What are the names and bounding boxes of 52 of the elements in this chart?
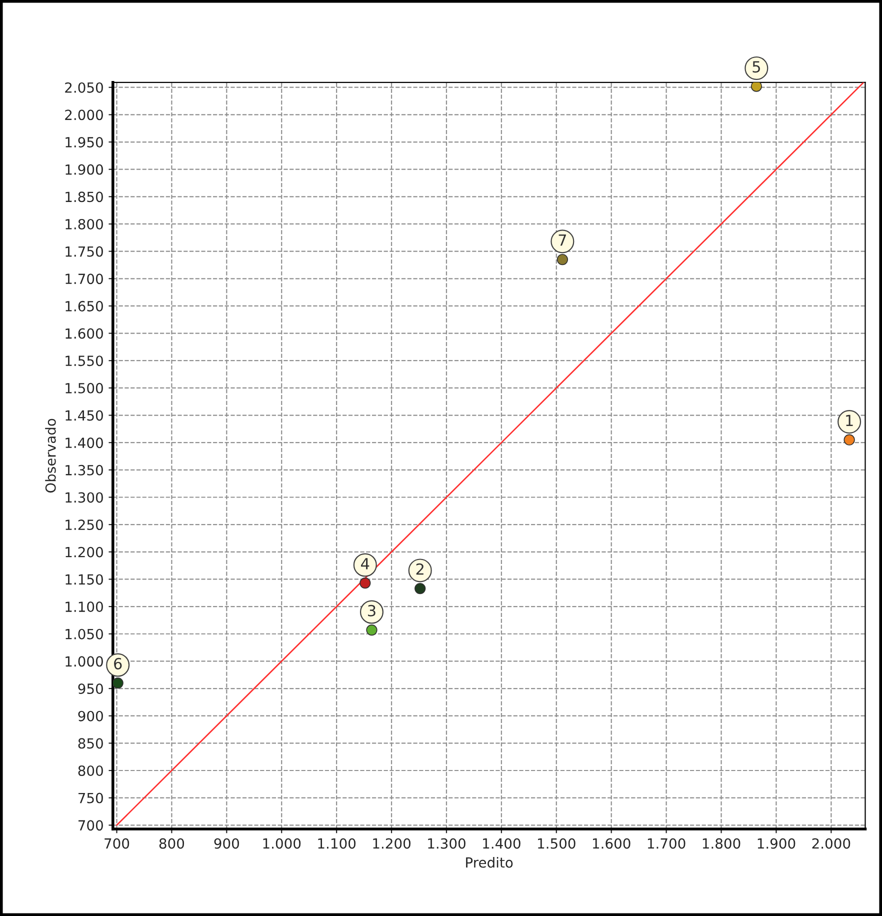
- y-tick-label: 1.650: [66, 300, 103, 312]
- y-tick-label: 900: [78, 710, 103, 722]
- y-tick-label: 950: [78, 683, 103, 694]
- y-tick-label: 1.050: [66, 628, 103, 640]
- y-tick-label: 800: [78, 765, 103, 776]
- y-tick-label: 750: [78, 792, 103, 804]
- annotation: 4: [361, 558, 370, 570]
- x-tick-label: 800: [159, 838, 184, 849]
- point: [750, 82, 762, 92]
- x-tick-label: 2.000: [812, 838, 850, 849]
- x-tick-label: 1.700: [648, 838, 686, 849]
- y-tick-label: 1.950: [66, 136, 103, 148]
- x-tick-label: 1.400: [483, 838, 520, 849]
- y-tick-label: 1.700: [66, 274, 103, 284]
- y-tick-label: 1.150: [66, 574, 103, 585]
- y-tick-label: 1.200: [66, 546, 103, 558]
- annotation: 3: [368, 604, 376, 616]
- y-tick-label: 1.750: [66, 246, 103, 257]
- y-axis-title: Observado: [45, 418, 56, 493]
- y-tick-label: 1.600: [66, 328, 103, 339]
- x-tick-label: 900: [214, 838, 239, 849]
- x-tick-label: 1.200: [373, 838, 410, 849]
- annotation: 1: [846, 414, 853, 426]
- y-tick-label: 1.250: [66, 520, 103, 530]
- y-tick-label: 1.550: [66, 356, 103, 366]
- y-tick-label: 850: [78, 738, 103, 749]
- y-tick-label: 2.050: [65, 82, 103, 93]
- x-tick-label: 1.500: [538, 838, 576, 849]
- y-tick-label: 1.850: [66, 192, 103, 202]
- annotation: 5: [752, 61, 760, 73]
- y-tick-label: 2.000: [65, 110, 103, 120]
- y-tick-label: 1.100: [66, 602, 103, 612]
- x-tick-label: 1.900: [758, 838, 796, 849]
- y-tick-label: 1.500: [66, 382, 103, 394]
- x-tick-label: 1.100: [318, 838, 356, 849]
- y-tick-label: 1.350: [66, 464, 103, 476]
- annotation: 6: [114, 658, 122, 670]
- y-tick-label: 1.400: [66, 438, 103, 448]
- x-tick-label: 1.800: [702, 838, 740, 849]
- annotation: 2: [416, 563, 424, 575]
- y-tick-label: 1.900: [66, 164, 103, 175]
- x-tick-label: 1.600: [592, 838, 630, 849]
- x-tick-label: 1.000: [263, 838, 301, 849]
- y-tick-label: 1.800: [66, 218, 103, 230]
- x-tick-label: 700: [104, 838, 130, 849]
- x-axis-title: Predito: [466, 857, 513, 868]
- y-tick-label: 1.000: [66, 656, 103, 667]
- y-tick-label: 1.300: [66, 492, 103, 503]
- annotation: 7: [558, 234, 566, 246]
- y-tick-label: 700: [78, 820, 103, 831]
- y-tick-label: 1.450: [66, 410, 103, 421]
- x-tick-label: 1.300: [428, 838, 466, 849]
